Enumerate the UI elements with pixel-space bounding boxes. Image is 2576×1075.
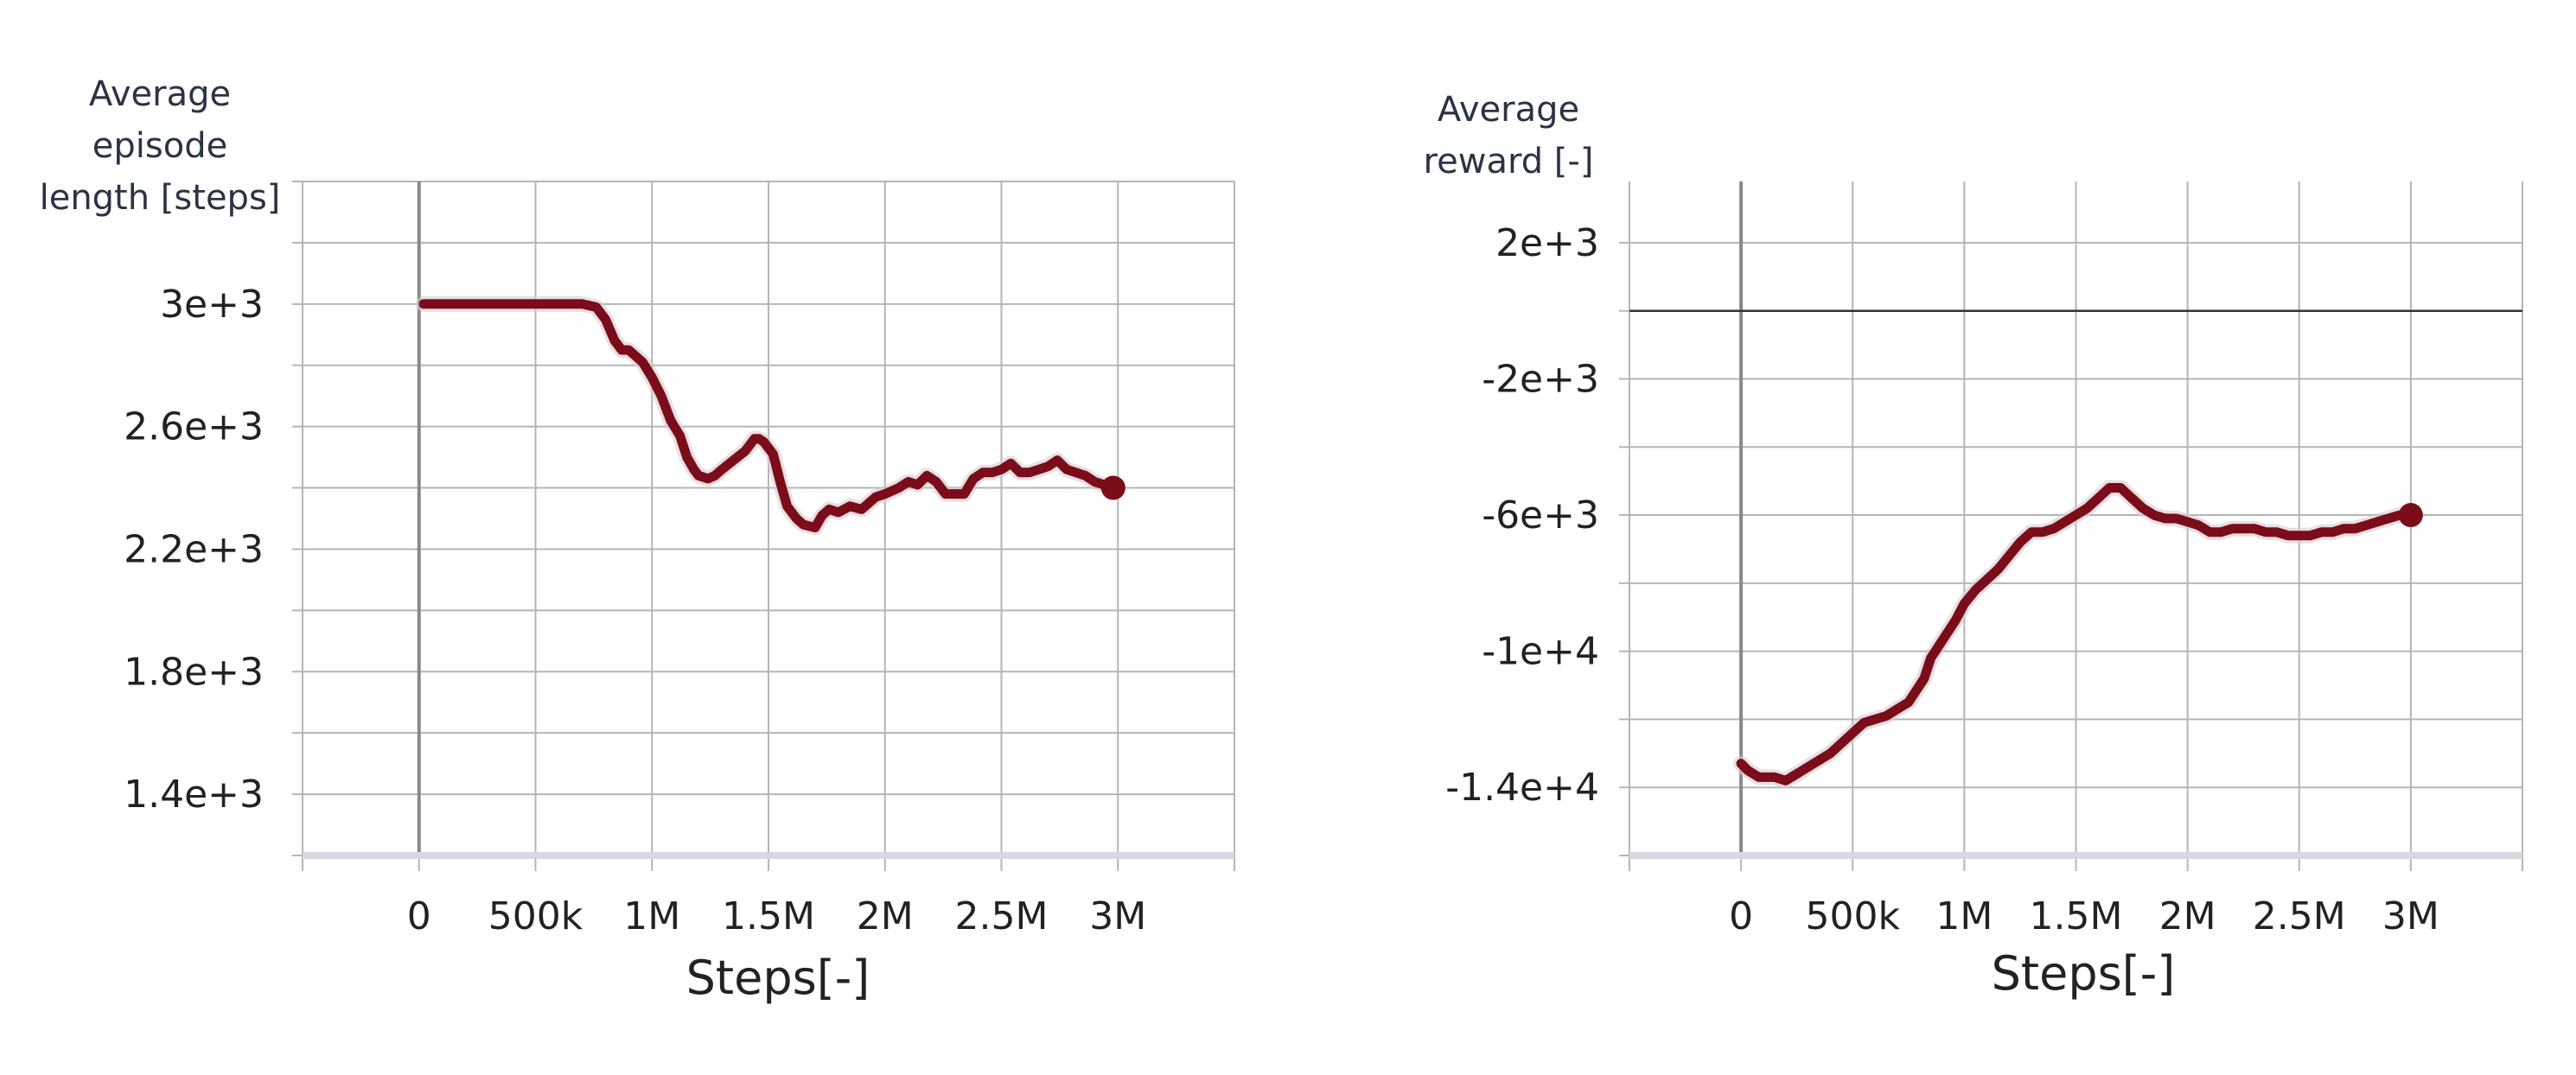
- y-tick-label: 2.2e+3: [124, 527, 264, 571]
- x-tick-label: 1M: [1935, 894, 1993, 938]
- y-axis-label-line-1: Average: [1438, 90, 1579, 130]
- x-tick-label: 2M: [857, 894, 914, 938]
- series-line: [418, 299, 1119, 533]
- y-axis-label-line-3: length [steps]: [40, 178, 281, 218]
- x-tick-label: 0: [407, 894, 431, 938]
- x-tick-label: 1.5M: [722, 894, 815, 938]
- reward-chart-svg: Average reward [-] Steps[-] -1.4e+4 -1e+4…: [1424, 90, 2523, 1001]
- x-axis-label: Steps[-]: [686, 951, 870, 1005]
- y-tick-label: 1.8e+3: [124, 650, 264, 694]
- x-tick-label: 0: [1729, 894, 1753, 938]
- x-tick-label: 3M: [1089, 894, 1146, 938]
- x-tick-label: 1M: [623, 894, 680, 938]
- y-tick-label: 1.4e+3: [124, 773, 264, 817]
- y-tick-label: -6e+3: [1482, 493, 1599, 538]
- series-line: [1736, 483, 2416, 786]
- y-axis-label-line-1: Average: [89, 74, 231, 114]
- x-tick-label: 1.5M: [2030, 894, 2123, 938]
- x-tick-label: 500k: [1806, 894, 1901, 938]
- x-tick-label: 3M: [2382, 894, 2439, 938]
- x-tick-label: 500k: [488, 894, 583, 938]
- y-tick-label: 3e+3: [160, 283, 264, 327]
- y-tick-label: -1e+4: [1482, 630, 1599, 674]
- y-tick-label: -1.4e+4: [1445, 766, 1599, 810]
- x-axis-label: Steps[-]: [1992, 946, 2176, 1001]
- x-tick-label: 2.5M: [955, 894, 1049, 938]
- y-axis-label-line-2: episode: [92, 126, 227, 166]
- y-axis-label-line-2: reward [-]: [1424, 142, 1594, 181]
- series-end-marker: [1100, 475, 1125, 500]
- x-tick-label: 2M: [2159, 894, 2216, 938]
- reward-chart: Average reward [-] Steps[-] -1.4e+4 -1e+4…: [1288, 0, 2576, 1075]
- y-tick-label: 2e+3: [1495, 221, 1599, 265]
- series-end-marker: [2398, 503, 2423, 528]
- x-tick-label: 2.5M: [2253, 894, 2346, 938]
- episode-length-chart-svg: Average episode length [steps] Steps[-] …: [40, 74, 1235, 1005]
- episode-length-chart: Average episode length [steps] Steps[-] …: [40, 74, 1235, 1005]
- y-tick-label: 2.6e+3: [124, 405, 264, 449]
- grid: [292, 181, 1235, 871]
- y-tick-label: -2e+3: [1482, 357, 1599, 401]
